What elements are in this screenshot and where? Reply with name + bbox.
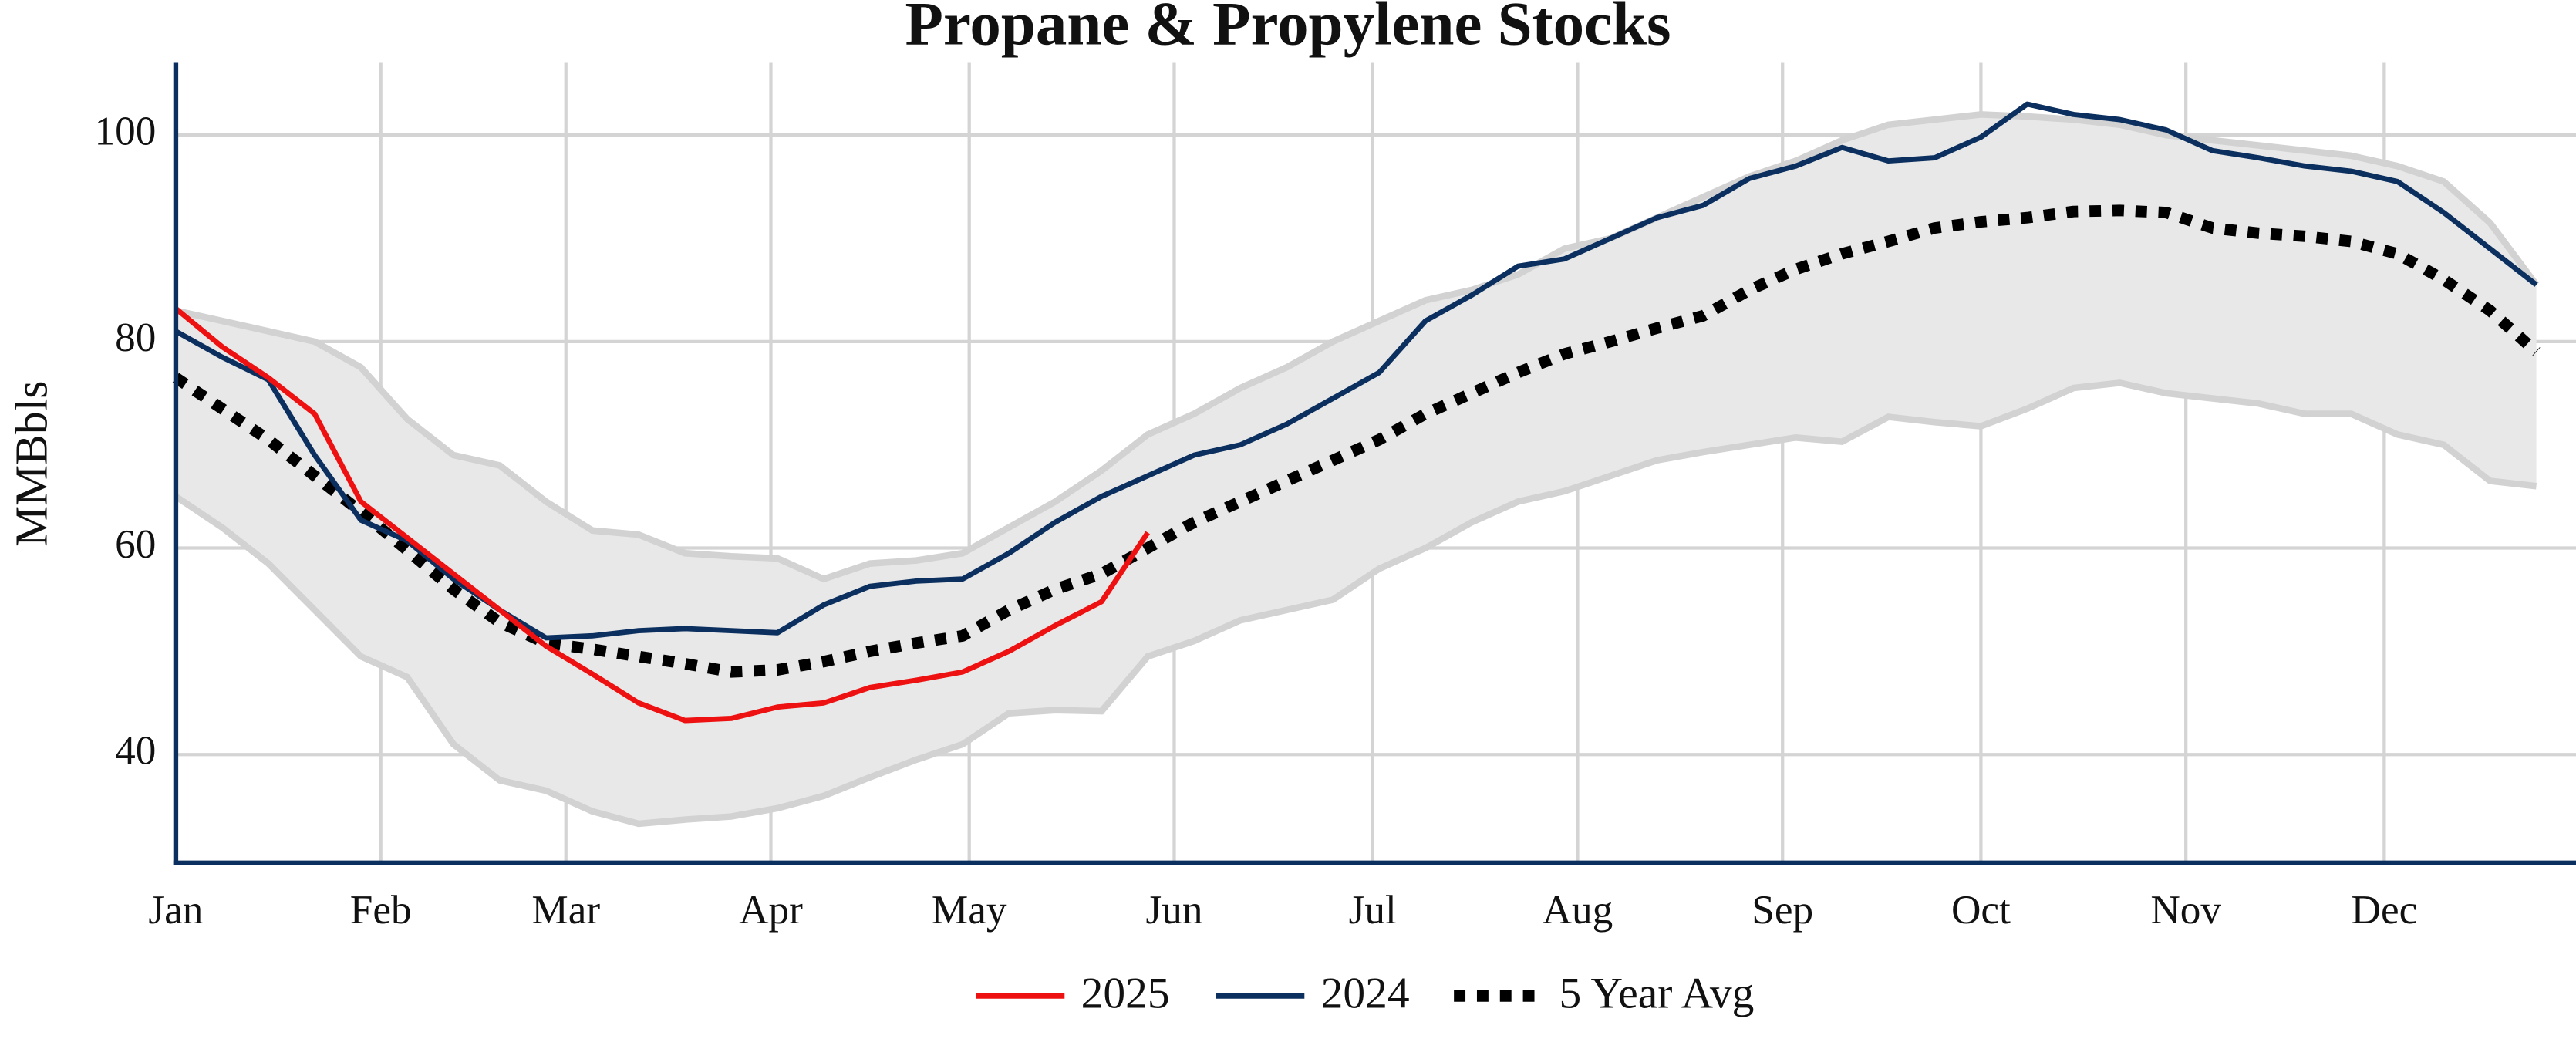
y-axis-label: MMBbls [6,380,57,546]
range-upper-edge [174,111,2539,583]
x-tick-label: Dec [2352,887,2418,933]
x-tick-label: Aug [1543,887,1613,933]
y-tick-label: 60 [115,521,156,567]
legend-label: 2024 [1321,970,1410,1018]
x-tick-label: Jan [148,887,203,933]
series-line [172,204,2541,678]
x-tick-label: Jul [1349,887,1397,933]
x-tick-label: Sep [1752,887,1813,933]
x-tick-label: Nov [2150,887,2221,933]
x-tick-label: May [932,887,1007,933]
series-line [174,306,1151,724]
y-tick-label: 40 [115,727,156,773]
x-tick-label: Mar [531,887,600,933]
y-tick-label: 80 [115,315,156,360]
y-tick-label: 100 [94,108,156,153]
chart-title: Propane & Propylene Stocks [905,0,1671,58]
x-tick-label: Apr [739,887,803,933]
range-lower-edge [174,379,2537,828]
x-tick-label: Oct [1951,887,2011,933]
legend-label: 2025 [1081,970,1170,1018]
legend-label: 5 Year Avg [1559,970,1754,1018]
x-tick-label: Jun [1145,887,1202,933]
x-tick-label: Feb [350,887,412,933]
series-line [174,101,2538,641]
range-band [175,114,2537,824]
